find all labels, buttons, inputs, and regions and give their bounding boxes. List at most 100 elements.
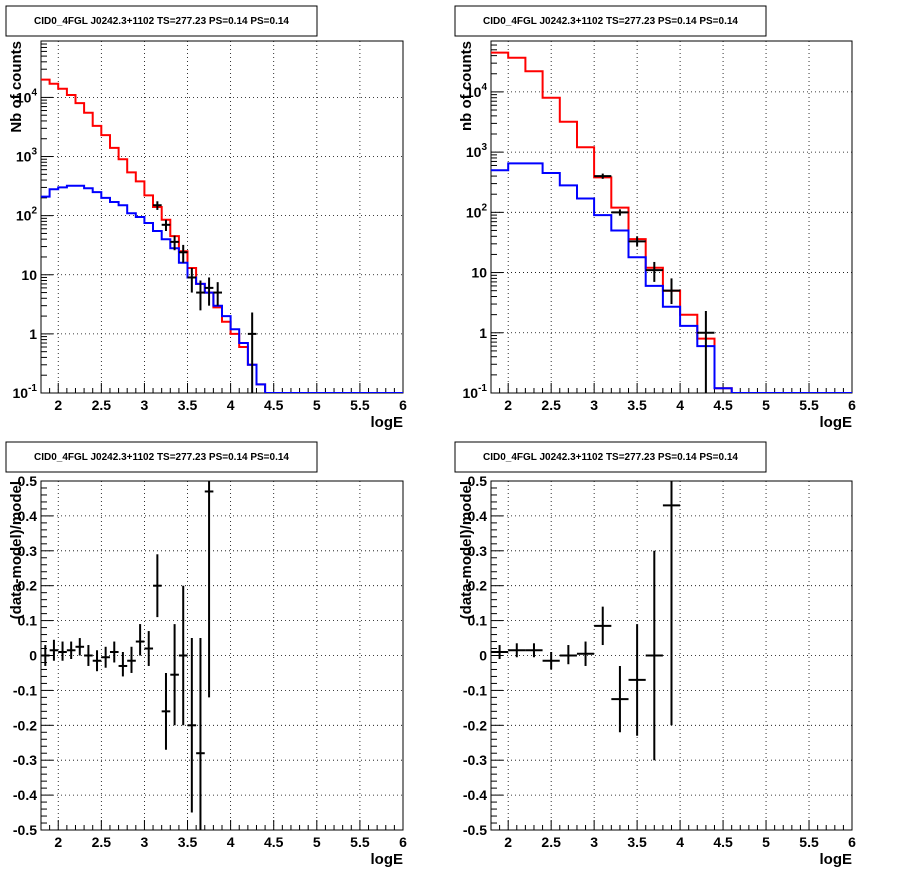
y-tick-label: 104 — [16, 87, 38, 105]
x-tick-label: 3 — [141, 834, 149, 850]
data-point — [153, 554, 162, 618]
data-point — [178, 585, 188, 726]
data-point — [196, 638, 205, 830]
chart-title: CID0_4FGL J0242.3+1102 TS=277.23 PS=0.14… — [483, 16, 738, 27]
x-tick-label: 4 — [227, 397, 235, 413]
data-point — [161, 219, 171, 231]
data-point — [594, 606, 612, 646]
data-point — [247, 312, 257, 393]
y-tick-label: 0 — [29, 648, 37, 664]
x-tick-label: 2 — [504, 397, 512, 413]
x-tick-label: 3 — [590, 397, 598, 413]
x-tick-label: 6 — [848, 397, 856, 413]
series-line-red — [41, 78, 403, 393]
data-point — [204, 481, 214, 698]
data-point — [58, 641, 67, 661]
x-tick-label: 3.5 — [178, 397, 198, 413]
data-point — [187, 638, 197, 813]
title-box — [5, 441, 318, 473]
y-tick-label: 102 — [16, 206, 38, 224]
series-line-blue — [41, 184, 403, 393]
y-tick-label: -0.3 — [13, 752, 37, 768]
series-line-red — [491, 51, 852, 393]
y-tick-label: 0 — [479, 648, 487, 664]
title-box — [454, 5, 767, 37]
x-tick-label: 2.5 — [92, 834, 112, 850]
data-point — [144, 631, 154, 666]
x-tick-label: 3.5 — [627, 397, 647, 413]
x-tick-label: 4 — [676, 834, 684, 850]
x-tick-label: 6 — [848, 834, 856, 850]
x-tick-label: 5 — [313, 397, 321, 413]
y-tick-label: 10-1 — [13, 383, 38, 401]
y-tick-label: -0.4 — [13, 787, 37, 803]
y-tick-label: 103 — [16, 147, 38, 165]
y-axis-title: nb of counts — [458, 41, 475, 131]
x-tick-label: 3 — [590, 834, 598, 850]
data-point — [525, 643, 543, 658]
y-tick-label: 10-1 — [463, 383, 488, 401]
data-point — [508, 643, 526, 658]
y-tick-label: 0.3 — [18, 543, 38, 559]
chart-panel-3: CID0_4FGL J0242.3+1102 TS=277.23 PS=0.14… — [5, 441, 407, 868]
x-axis-title: logE — [371, 851, 404, 868]
x-tick-label: 2 — [54, 834, 62, 850]
x-tick-label: 5.5 — [799, 397, 819, 413]
data-point — [92, 650, 102, 672]
y-axis-title: (data-model)/model — [8, 481, 25, 619]
data-point — [84, 645, 93, 666]
x-tick-label: 4.5 — [713, 834, 733, 850]
y-tick-label: 1 — [479, 325, 487, 341]
chart-panel-1: CID0_4FGL J0242.3+1102 TS=277.23 PS=0.14… — [5, 5, 407, 431]
y-tick-label: 0.1 — [468, 613, 488, 629]
data-point — [628, 236, 646, 247]
y-tick-label: 10 — [471, 265, 487, 281]
series-line-blue — [491, 162, 852, 393]
chart-title: CID0_4FGL J0242.3+1102 TS=277.23 PS=0.14… — [483, 452, 738, 463]
data-point — [153, 201, 162, 210]
data-point — [576, 641, 595, 666]
plot-frame — [490, 40, 853, 394]
y-tick-label: 10 — [21, 267, 37, 283]
data-point — [611, 209, 629, 216]
data-point — [697, 310, 715, 393]
data-point — [611, 665, 629, 733]
chart-title: CID0_4FGL J0242.3+1102 TS=277.23 PS=0.14… — [34, 16, 289, 27]
data-point — [109, 641, 119, 663]
x-tick-label: 6 — [399, 834, 407, 850]
x-tick-label: 6 — [399, 397, 407, 413]
x-tick-label: 4 — [676, 397, 684, 413]
y-tick-label: -0.4 — [463, 787, 487, 803]
data-point — [213, 282, 222, 306]
y-axis-title: Nb of counts — [8, 41, 25, 133]
data-point — [118, 652, 128, 677]
y-tick-label: -0.1 — [463, 682, 487, 698]
y-tick-label: 0.1 — [18, 613, 38, 629]
data-point — [491, 645, 509, 659]
x-tick-label: 3 — [141, 397, 149, 413]
title-box — [454, 441, 767, 473]
y-tick-label: 102 — [466, 202, 488, 220]
title-box — [5, 5, 318, 37]
data-point — [204, 277, 214, 306]
y-tick-label: 0.2 — [18, 578, 38, 594]
x-tick-label: 4.5 — [264, 397, 284, 413]
x-tick-label: 4.5 — [713, 397, 733, 413]
y-tick-label: -0.2 — [463, 717, 487, 733]
data-point — [49, 639, 59, 661]
data-point — [662, 278, 681, 305]
data-point — [127, 646, 136, 673]
plot-data — [41, 78, 403, 393]
x-tick-label: 4.5 — [264, 834, 284, 850]
data-point — [170, 235, 179, 251]
data-point — [161, 672, 171, 750]
data-point — [170, 624, 179, 726]
x-tick-label: 2 — [504, 834, 512, 850]
plot-frame — [40, 40, 404, 394]
x-axis-title: logE — [820, 414, 853, 431]
y-tick-label: -0.5 — [13, 822, 37, 838]
y-tick-label: -0.3 — [463, 752, 487, 768]
chart-panel-4: CID0_4FGL J0242.3+1102 TS=277.23 PS=0.14… — [454, 441, 856, 868]
x-tick-label: 2 — [54, 397, 62, 413]
